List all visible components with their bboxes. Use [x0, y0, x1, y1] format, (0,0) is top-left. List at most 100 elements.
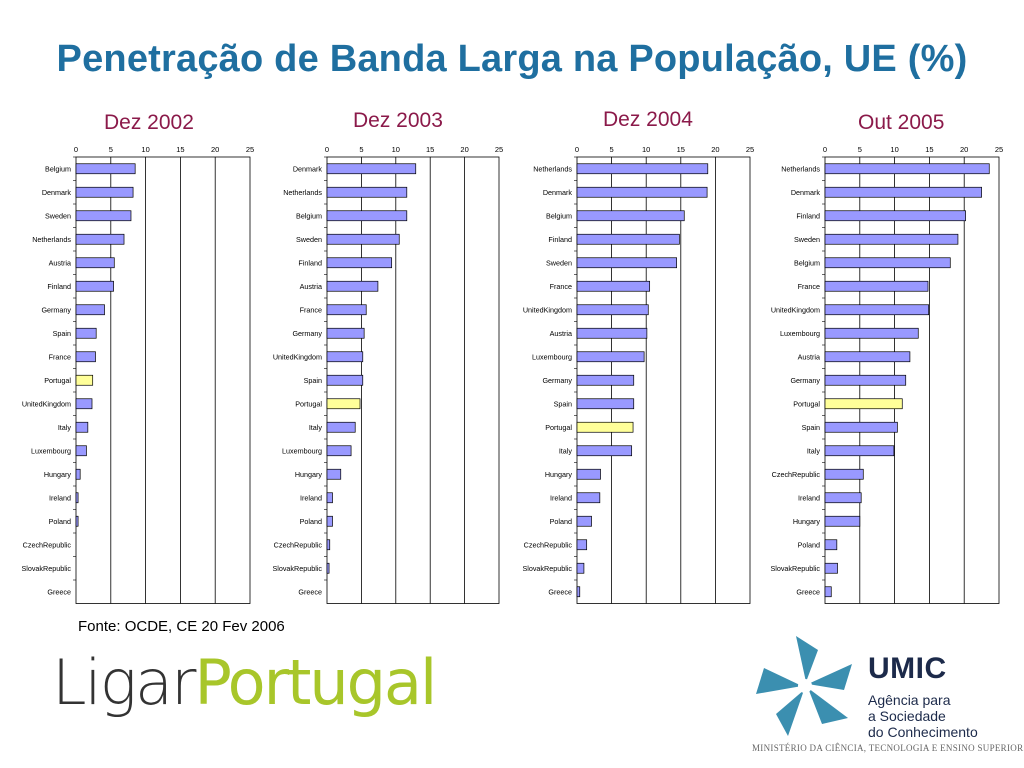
logo-portugal-text: Portugal: [194, 646, 437, 719]
bar-chart-2002: 0 5 10 15 20 25 Belgium Denmark Sweden Netherland…: [21, 145, 254, 604]
category-label: CzechRepublic: [274, 540, 323, 549]
bar: [824, 562, 838, 574]
bar: [824, 586, 832, 598]
chart-panel-2004: 0 5 10 15 20 25 Netherlands Denmark Belgium Finla…: [501, 145, 756, 608]
chart-title-2003: Dez 2003: [353, 109, 443, 132]
category-label: Greece: [47, 587, 71, 596]
bar: [576, 280, 651, 292]
category-label: Austria: [49, 258, 71, 267]
category-label: Sweden: [296, 235, 322, 244]
tick-label: 5: [858, 145, 862, 154]
bar: [326, 351, 364, 363]
chart-title-2002: Dez 2002: [104, 111, 194, 134]
category-label: Germany: [790, 376, 820, 385]
category-label: Netherlands: [32, 235, 71, 244]
bar: [75, 233, 125, 245]
category-label: Netherlands: [781, 164, 820, 173]
tick-label: 15: [426, 145, 434, 154]
tick-label: 0: [575, 145, 579, 154]
bar: [326, 304, 367, 316]
bar: [326, 210, 408, 222]
ligar-portugal-logo: LigarPortugal: [52, 652, 437, 714]
category-label: France: [550, 282, 572, 291]
category-label: Denmark: [42, 188, 72, 197]
tick-label: 15: [176, 145, 184, 154]
category-label: Hungary: [44, 470, 72, 479]
category-label: Belgium: [45, 164, 71, 173]
bar: [326, 374, 364, 386]
category-label: Portugal: [545, 423, 572, 432]
category-label: Italy: [309, 423, 323, 432]
tick-label: 20: [460, 145, 468, 154]
category-label: Ireland: [798, 493, 820, 502]
chart-title-2004: Dez 2004: [603, 108, 693, 131]
category-label: Finland: [796, 211, 820, 220]
bar: [576, 539, 588, 551]
category-label: Ireland: [550, 493, 572, 502]
category-label: Austria: [550, 329, 572, 338]
category-label: Finland: [47, 282, 71, 291]
bar: [576, 586, 581, 598]
category-label: CzechRepublic: [524, 540, 573, 549]
bar: [576, 492, 601, 504]
category-label: UnitedKingdom: [523, 305, 572, 314]
category-label: Luxembourg: [31, 446, 71, 455]
logo-ligar-text: Ligar: [52, 646, 196, 719]
bar: [824, 327, 919, 339]
bar: [824, 374, 907, 386]
category-label: Austria: [798, 352, 820, 361]
category-label: Portugal: [44, 376, 71, 385]
category-label: Luxembourg: [780, 329, 820, 338]
category-label: UnitedKingdom: [273, 352, 322, 361]
bar: [326, 186, 408, 198]
bar: [326, 492, 333, 504]
plot-frame: [75, 156, 251, 604]
bar: [824, 163, 990, 175]
ministry-caption: MINISTÉRIO DA CIÊNCIA, TECNOLOGIA E ENSI…: [752, 743, 1024, 753]
category-label: Denmark: [791, 188, 821, 197]
category-label: Spain: [53, 329, 71, 338]
bar: [824, 233, 959, 245]
bar: [576, 186, 708, 198]
tick-label: 20: [211, 145, 219, 154]
category-label: France: [798, 282, 820, 291]
bar-chart-2004: 0 5 10 15 20 25 Netherlands Denmark Belgium Finla…: [522, 145, 754, 604]
chart-panel-2005: 0 5 10 15 20 25 Netherlands Denmark Finland Swede…: [748, 145, 1008, 608]
bar: [75, 186, 134, 198]
category-label: Finland: [298, 258, 322, 267]
bar: [824, 445, 895, 457]
bar: [75, 398, 93, 410]
bar: [75, 257, 115, 269]
tick-label: 5: [109, 145, 113, 154]
bar: [576, 562, 585, 574]
category-label: Sweden: [794, 235, 820, 244]
category-label: Hungary: [545, 470, 573, 479]
bar: [326, 562, 330, 574]
category-label: Finland: [548, 235, 572, 244]
category-label: Portugal: [295, 399, 322, 408]
bar: [326, 327, 365, 339]
category-label: UnitedKingdom: [771, 305, 820, 314]
umic-line-2: a Sociedade: [868, 708, 946, 724]
bar: [824, 186, 982, 198]
bar: [75, 445, 87, 457]
bar-highlight: [326, 398, 361, 410]
category-label: Greece: [796, 587, 820, 596]
bar: [75, 304, 105, 316]
category-label: Poland: [550, 517, 572, 526]
source-note: Fonte: OCDE, CE 20 Fev 2006: [78, 618, 285, 635]
tick-label: 5: [610, 145, 614, 154]
category-label: Germany: [41, 305, 71, 314]
bar-highlight: [75, 374, 94, 386]
category-label: Belgium: [546, 211, 572, 220]
tick-label: 20: [960, 145, 968, 154]
bar: [576, 351, 645, 363]
chart-panel-2002: 0 5 10 15 20 25 Belgium Denmark Sweden Netherland…: [0, 145, 255, 608]
bar: [824, 257, 951, 269]
bar: [576, 304, 649, 316]
bar: [75, 421, 89, 433]
page-title: Penetração de Banda Larga na População, …: [56, 38, 968, 80]
bar: [326, 445, 352, 457]
category-label: UnitedKingdom: [22, 399, 71, 408]
category-label: Luxembourg: [282, 446, 322, 455]
